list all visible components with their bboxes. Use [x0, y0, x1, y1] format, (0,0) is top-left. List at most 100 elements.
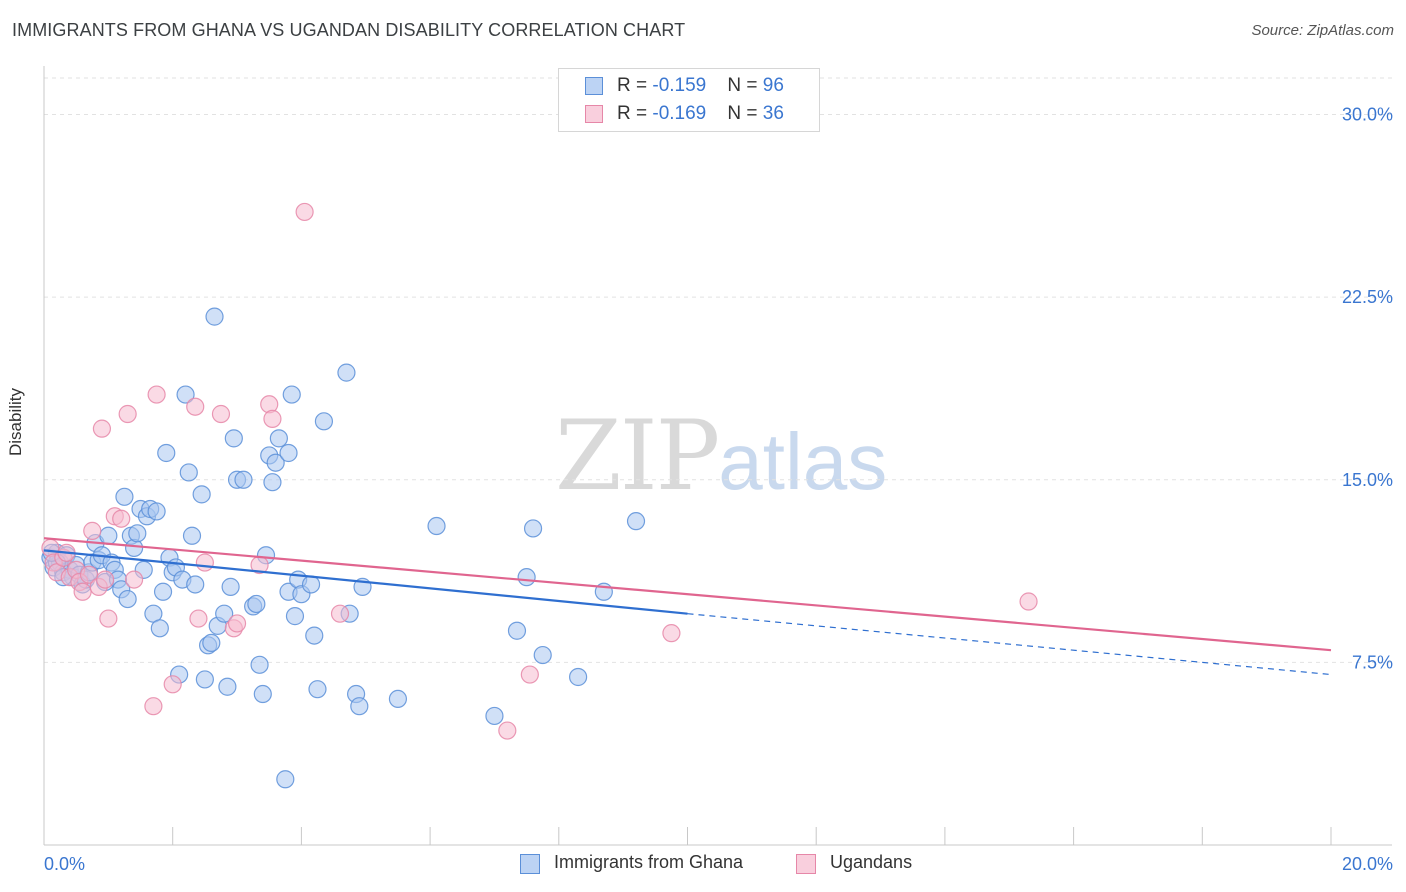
data-point — [314, 412, 334, 431]
data-point — [215, 604, 234, 623]
data-point — [247, 594, 266, 614]
data-point — [224, 429, 243, 448]
trend-line-extension — [687, 613, 1332, 676]
watermark-atlas: atlas — [718, 417, 888, 506]
data-point — [115, 487, 134, 506]
legend-r-value: -0.159 — [652, 75, 707, 96]
data-point — [96, 570, 115, 589]
grid-lines — [44, 77, 1392, 663]
data-point — [305, 626, 324, 645]
data-point — [147, 385, 166, 404]
data-point — [388, 689, 408, 709]
data-point — [153, 582, 173, 601]
data-point — [279, 443, 298, 463]
data-point — [99, 526, 118, 545]
data-point — [189, 609, 208, 628]
legend-n-value: 96 — [762, 75, 784, 96]
legend-n-label: N = — [727, 75, 763, 96]
data-point — [266, 453, 285, 472]
legend-swatch-pink — [796, 854, 816, 874]
axes — [43, 66, 1392, 846]
data-point — [1019, 592, 1038, 611]
tick-labels: 7.5% 15.0% 22.5% 30.0% 0.0% 20.0% — [44, 105, 1393, 874]
x-tick-label: 0.0% — [44, 854, 85, 874]
legend-r-label: R = — [617, 103, 653, 124]
trend-line — [43, 537, 1332, 652]
data-point — [195, 670, 214, 689]
series-ugandans — [41, 202, 1038, 740]
trend-lines — [43, 537, 1332, 676]
data-point — [73, 582, 92, 601]
data-point — [157, 443, 176, 463]
data-point — [498, 721, 517, 740]
data-point — [192, 485, 211, 504]
legend-r-value: -0.169 — [652, 103, 707, 124]
y-tick-label: 7.5% — [1352, 652, 1393, 672]
data-point — [234, 470, 253, 489]
data-point — [92, 419, 112, 438]
data-point — [285, 607, 305, 626]
data-point — [263, 473, 282, 492]
data-point — [147, 502, 166, 521]
data-point — [128, 524, 147, 543]
data-point — [218, 677, 237, 696]
legend-r-label: R = — [617, 75, 653, 96]
data-point — [301, 575, 321, 594]
data-point — [182, 526, 202, 545]
chart-title: IMMIGRANTS FROM GHANA VS UGANDAN DISABIL… — [12, 20, 686, 40]
data-point — [118, 589, 137, 609]
data-point — [263, 409, 282, 428]
data-point — [250, 655, 269, 674]
data-point — [350, 697, 369, 716]
data-point — [176, 385, 195, 404]
legend-swatch-pink — [585, 105, 603, 123]
data-point — [195, 553, 214, 572]
data-point — [533, 645, 552, 665]
data-point — [308, 680, 327, 699]
data-point — [211, 404, 231, 424]
data-point — [427, 516, 446, 536]
legend-n-value: 36 — [762, 103, 784, 124]
data-point — [202, 633, 221, 653]
data-point — [269, 429, 288, 448]
watermark-zip: ZIP — [555, 400, 720, 512]
data-point — [150, 619, 169, 638]
data-point — [144, 697, 163, 716]
data-point — [179, 463, 198, 482]
data-point — [99, 609, 118, 628]
data-point — [83, 521, 102, 540]
data-point — [227, 614, 247, 633]
data-point — [282, 385, 301, 404]
data-point — [626, 512, 646, 531]
correlation-legend: R = -0.159 N = 96 R = -0.169 N = 36 — [558, 68, 820, 132]
legend-label-ugandans: Ugandans — [830, 852, 913, 872]
watermark: ZIPatlas — [555, 400, 887, 512]
data-point — [295, 202, 314, 222]
data-point — [520, 665, 539, 684]
data-point — [163, 675, 182, 694]
data-point — [186, 575, 205, 594]
data-point — [569, 667, 588, 687]
data-point — [118, 404, 137, 424]
series-ghana — [41, 307, 646, 789]
data-point — [276, 770, 295, 789]
x-tick-label: 20.0% — [1342, 854, 1393, 874]
data-point — [337, 363, 356, 382]
legend-n-label: N = — [727, 103, 763, 124]
trend-line — [43, 549, 688, 615]
legend-swatch-blue — [520, 854, 540, 874]
data-point — [124, 570, 144, 589]
data-point — [330, 604, 350, 623]
data-point — [186, 397, 205, 416]
data-point — [517, 568, 536, 587]
y-tick-label: 30.0% — [1342, 105, 1393, 125]
legend-label-ghana: Immigrants from Ghana — [554, 852, 744, 872]
y-tick-label: 22.5% — [1342, 287, 1393, 307]
data-point — [507, 621, 527, 640]
y-tick-label: 15.0% — [1342, 470, 1393, 490]
legend-swatch-blue — [585, 77, 603, 95]
data-point — [205, 307, 224, 326]
data-point — [221, 577, 240, 596]
data-point — [253, 684, 272, 704]
